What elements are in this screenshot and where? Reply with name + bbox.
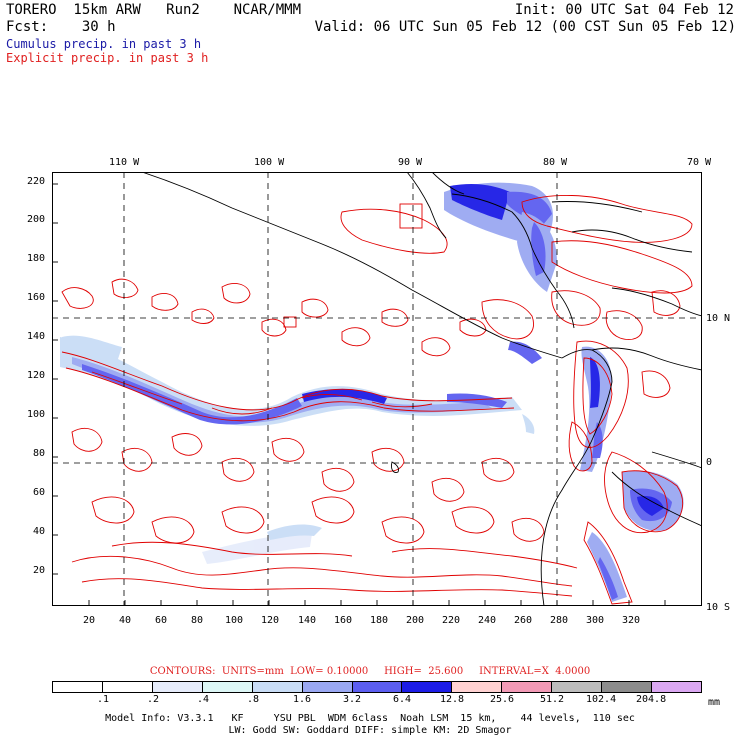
x-tick-label: 140 — [298, 615, 317, 626]
lat-label-10s: 10 S — [706, 602, 731, 613]
x-tick-label: 300 — [586, 615, 605, 626]
lon-label-80w: 80 W — [543, 157, 568, 168]
colorbar-swatch — [352, 682, 403, 692]
colorbar-label: 204.8 — [636, 694, 667, 705]
colorbar-swatch — [302, 682, 353, 692]
contours-info-line: CONTOURS: UNITS=mm LOW= 0.10000 HIGH= 25… — [149, 666, 591, 677]
lon-label-90w: 90 W — [398, 157, 423, 168]
x-tick-label: 240 — [478, 615, 497, 626]
colorbar-swatch — [102, 682, 153, 692]
colorbar-swatch — [552, 682, 603, 692]
map-frame — [52, 172, 702, 606]
x-tick-label: 200 — [406, 615, 425, 626]
cumulus-precip-field — [60, 182, 684, 602]
x-tick-label: 280 — [550, 615, 569, 626]
colorbar-label: 1.6 — [293, 694, 312, 705]
colorbar-swatch — [652, 682, 701, 692]
legend-cumulus-text: Cumulus precip. in past 3 h — [6, 37, 202, 51]
colorbar-label: .4 — [197, 694, 210, 705]
explicit-precip-contours — [61, 194, 693, 605]
coastlines — [141, 172, 702, 606]
x-tick-label: 220 — [442, 615, 461, 626]
legend-explicit-text: Explicit precip. in past 3 h — [6, 51, 209, 65]
colorbar-label: 102.4 — [586, 694, 617, 705]
header-forecast-hour: Fcst: 30 h — [6, 19, 116, 35]
map-gridlines — [52, 172, 702, 606]
colorbar-label: 25.6 — [490, 694, 515, 705]
y-tick-label: 100 — [27, 409, 46, 420]
x-tick-label: 120 — [261, 615, 280, 626]
lon-label-70w: 70 W — [687, 157, 712, 168]
colorbar-swatch — [252, 682, 303, 692]
colorbar-swatch — [152, 682, 203, 692]
x-tick-label: 320 — [622, 615, 641, 626]
colorbar-label: 6.4 — [393, 694, 412, 705]
x-tick-label: 40 — [119, 615, 132, 626]
colorbar-swatch — [402, 682, 453, 692]
model-info-line2: LW: Godd SW: Goddard DIFF: simple KM: 2D… — [228, 725, 512, 736]
y-tick-label: 140 — [27, 331, 46, 342]
lat-label-10n: 10 N — [706, 313, 731, 324]
y-tick-label: 220 — [27, 176, 46, 187]
y-tick-label: 180 — [27, 253, 46, 264]
precip-map — [52, 172, 702, 606]
header-init-time: Init: 00 UTC Sat 04 Feb 12 — [514, 2, 734, 18]
y-tick-label: 40 — [33, 526, 46, 537]
header-run-title: TORERO 15km ARW Run2 NCAR/MMM — [6, 2, 302, 18]
precip-colorbar — [52, 681, 702, 693]
y-tick-label: 80 — [33, 448, 46, 459]
colorbar-label: 3.2 — [343, 694, 362, 705]
colorbar-label: 51.2 — [540, 694, 565, 705]
colorbar-swatch — [502, 682, 553, 692]
x-tick-label: 160 — [334, 615, 353, 626]
x-tick-label: 100 — [225, 615, 244, 626]
lon-label-100w: 100 W — [254, 157, 285, 168]
model-info-line1: Model Info: V3.3.1 KF YSU PBL WDM 6class… — [105, 713, 635, 724]
y-tick-label: 160 — [27, 292, 46, 303]
y-tick-label: 200 — [27, 214, 46, 225]
colorbar-label: .1 — [97, 694, 110, 705]
colorbar-swatch — [452, 682, 503, 692]
lon-label-110w: 110 W — [109, 157, 140, 168]
lat-label-0: 0 — [706, 457, 713, 468]
x-tick-label: 260 — [514, 615, 533, 626]
colorbar-label: .2 — [147, 694, 160, 705]
colorbar-label: 12.8 — [440, 694, 465, 705]
y-tick-label: 60 — [33, 487, 46, 498]
colorbar-swatch — [602, 682, 653, 692]
y-tick-label: 20 — [33, 565, 46, 576]
y-tick-label: 120 — [27, 370, 46, 381]
colorbar-units: mm — [708, 697, 721, 708]
header-valid-time: Valid: 06 UTC Sun 05 Feb 12 (00 CST Sun … — [314, 19, 736, 35]
x-tick-label: 80 — [191, 615, 204, 626]
x-tick-label: 180 — [370, 615, 389, 626]
colorbar-label: .8 — [247, 694, 260, 705]
colorbar-swatch — [53, 682, 103, 692]
x-tick-label: 20 — [83, 615, 96, 626]
colorbar-swatch — [202, 682, 253, 692]
x-tick-label: 60 — [155, 615, 168, 626]
